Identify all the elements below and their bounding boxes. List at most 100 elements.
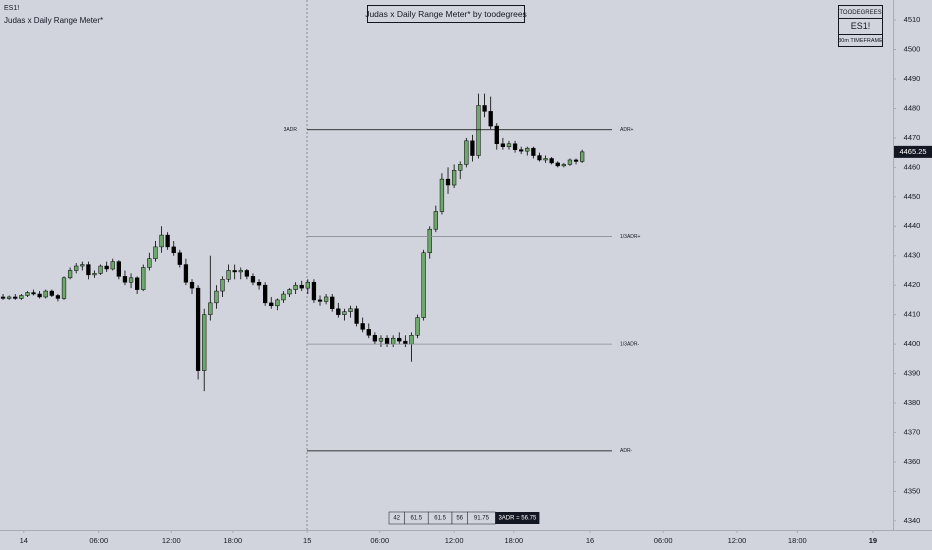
candle-body bbox=[67, 270, 73, 279]
info-symbol: ES1! bbox=[851, 21, 871, 31]
x-tick-label: 06:00 bbox=[89, 536, 108, 545]
candle-body bbox=[214, 290, 219, 304]
candle-body bbox=[549, 158, 554, 164]
candle-body bbox=[135, 277, 140, 290]
y-tick-label: 4400 bbox=[904, 339, 921, 348]
candle-body bbox=[281, 293, 286, 301]
candle-body bbox=[269, 302, 274, 307]
candle-body bbox=[445, 178, 451, 186]
plot-area bbox=[0, 93, 585, 392]
range-level-label: 1/3ADR+ bbox=[620, 234, 641, 240]
y-tick-label: 4510 bbox=[904, 15, 921, 24]
candle-body bbox=[311, 281, 317, 301]
candle-body bbox=[409, 335, 414, 345]
candle-body bbox=[525, 147, 530, 152]
last-price-label: 4465.25 bbox=[899, 147, 926, 156]
candle-body bbox=[256, 281, 262, 286]
y-tick-label: 4470 bbox=[904, 133, 921, 142]
y-tick-label: 4450 bbox=[904, 192, 921, 201]
candle-body bbox=[61, 277, 67, 299]
candle-body bbox=[330, 296, 335, 309]
symbol-label: ES1! bbox=[4, 5, 19, 12]
info-box bbox=[838, 5, 883, 47]
candle-body bbox=[7, 296, 12, 299]
candle-body bbox=[579, 151, 585, 162]
candle-body bbox=[299, 284, 304, 289]
candle-body bbox=[287, 289, 292, 295]
candle-body bbox=[122, 276, 128, 283]
y-tick-label: 4490 bbox=[904, 74, 921, 83]
y-tick-label: 4360 bbox=[904, 457, 921, 466]
y-tick-label: 4480 bbox=[904, 103, 921, 112]
candle-body bbox=[189, 281, 195, 289]
candle-body bbox=[128, 277, 134, 283]
candle-body bbox=[378, 337, 384, 342]
range-cell-value: 91.75 bbox=[474, 516, 490, 522]
candle-body bbox=[263, 284, 268, 304]
candle-body bbox=[104, 265, 109, 270]
candle-body bbox=[49, 290, 54, 296]
title-box bbox=[367, 5, 525, 23]
candle-body bbox=[43, 290, 48, 298]
candle-body bbox=[159, 234, 164, 248]
candle-body bbox=[220, 279, 225, 292]
x-tick-label: 12:00 bbox=[728, 536, 747, 545]
candle-body bbox=[147, 258, 152, 268]
candle-body bbox=[451, 170, 457, 186]
range-cell-value: 61.5 bbox=[434, 516, 446, 522]
last-price-badge bbox=[894, 145, 932, 158]
candle-body bbox=[171, 246, 176, 254]
candle-body bbox=[531, 147, 536, 156]
x-tick-label: 18:00 bbox=[504, 536, 523, 545]
candle-body bbox=[397, 337, 402, 342]
y-tick-label: 4460 bbox=[904, 162, 921, 171]
candle-body bbox=[25, 292, 30, 296]
candle-body bbox=[208, 302, 213, 315]
candle-body bbox=[141, 267, 146, 290]
candle-body bbox=[323, 296, 329, 302]
candle-body bbox=[427, 228, 432, 254]
x-tick-label: 14 bbox=[20, 536, 28, 545]
candle-body bbox=[165, 234, 170, 248]
candle-body bbox=[360, 323, 365, 330]
x-tick-label: 12:00 bbox=[445, 536, 464, 545]
x-tick-label: 15 bbox=[303, 536, 311, 545]
candle-body bbox=[13, 296, 18, 299]
candle-body bbox=[342, 311, 347, 315]
candle-body bbox=[537, 155, 542, 161]
candle-body bbox=[19, 295, 24, 299]
candle-body bbox=[482, 105, 487, 112]
info-timeframe: 30m TIMEFRAME bbox=[838, 38, 883, 44]
y-tick-label: 4370 bbox=[904, 427, 921, 436]
x-tick-label: 06:00 bbox=[654, 536, 673, 545]
candle-body bbox=[500, 143, 506, 147]
candle-body bbox=[74, 265, 79, 271]
candle-body bbox=[567, 159, 573, 165]
y-tick-label: 4350 bbox=[904, 486, 921, 495]
candle-body bbox=[476, 105, 481, 156]
indicator-label: Judas x Daily Range Meter* bbox=[4, 16, 103, 25]
x-tick-label: 18:00 bbox=[788, 536, 807, 545]
candle-body bbox=[116, 261, 122, 277]
candle-body bbox=[244, 270, 250, 277]
candle-body bbox=[238, 270, 243, 273]
candle-body bbox=[561, 164, 566, 167]
candle-body bbox=[506, 143, 512, 147]
range-cell-value: 56 bbox=[456, 516, 463, 522]
range-summary: 3ADR = 56.75 bbox=[498, 516, 537, 522]
x-tick-label: 12:00 bbox=[162, 536, 181, 545]
x-tick-label: 16 bbox=[586, 536, 594, 545]
candle-body bbox=[439, 178, 445, 212]
range-cell-value: 61.5 bbox=[410, 516, 422, 522]
candle-body bbox=[372, 335, 378, 342]
y-tick-label: 4410 bbox=[904, 310, 921, 319]
candle-body bbox=[470, 140, 475, 156]
info-author: TOODEGREES bbox=[839, 10, 881, 16]
candle-body bbox=[555, 162, 560, 167]
candle-body bbox=[86, 264, 91, 276]
candle-body bbox=[488, 111, 493, 127]
candle-body bbox=[0, 296, 6, 299]
candle-body bbox=[275, 299, 280, 307]
candle-body bbox=[415, 317, 420, 336]
